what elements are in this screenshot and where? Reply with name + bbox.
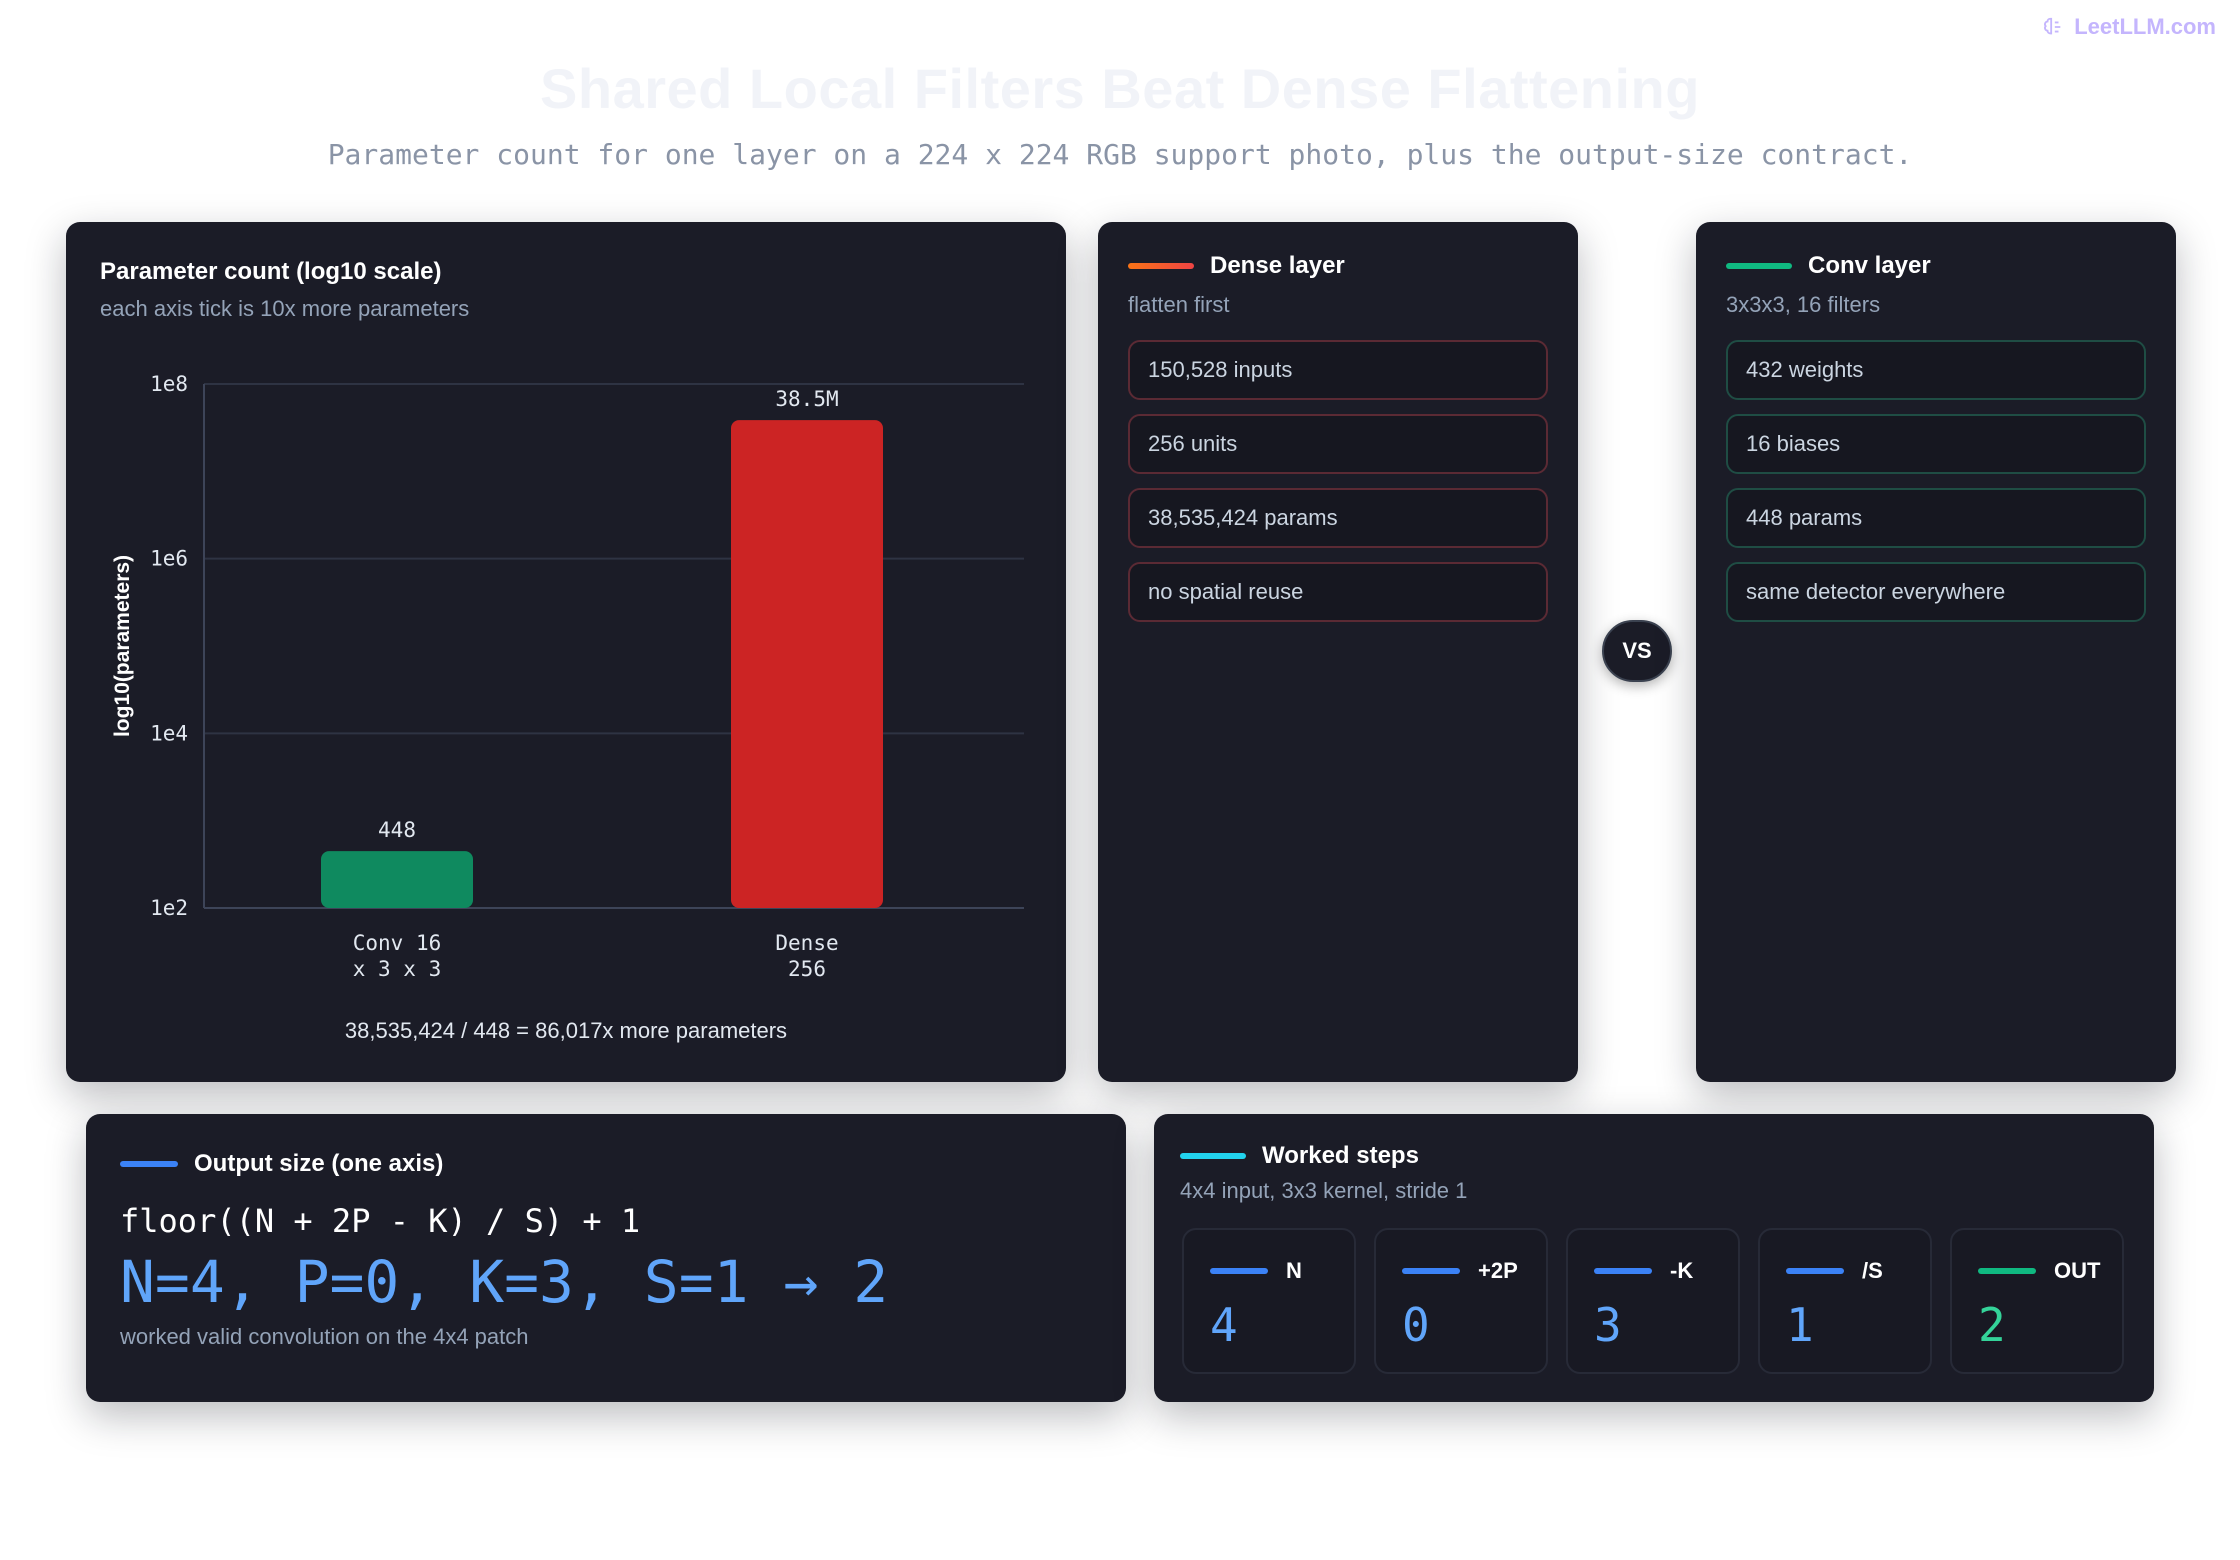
y-axis-label: log10(parameters) [111, 555, 134, 737]
dense-stat-units: 256 units [1128, 414, 1548, 474]
step-line [1978, 1268, 2036, 1274]
conv-title: Conv layer [1808, 252, 1931, 279]
steps-title: Worked steps [1262, 1142, 1419, 1169]
bar-chart: 1e2 1e4 1e6 1e8 log10(parameters) 448 Conv 16x… [111, 372, 1024, 981]
output-title: Output size (one axis) [194, 1150, 444, 1177]
conv-stat-reuse: same detector everywhere [1726, 562, 2146, 622]
step-label: +2P [1478, 1258, 1518, 1283]
step-value: 3 [1594, 1298, 1622, 1352]
step-n: N 4 [1182, 1228, 1356, 1374]
dense-layer-card: Dense layer flatten first 150,528 inputs… [1098, 222, 1578, 1082]
chart-title: Parameter count (log10 scale) [100, 258, 442, 285]
x-category-label: x 3 x 3 [353, 957, 442, 981]
conv-stat-weights: 432 weights [1726, 340, 2146, 400]
bar-conv [321, 851, 473, 908]
step-k: -K 3 [1566, 1228, 1740, 1374]
dense-accent-line [1128, 263, 1194, 269]
step-value: 2 [1978, 1298, 2006, 1352]
step-value: 4 [1210, 1298, 1238, 1352]
dense-subtitle: flatten first [1128, 292, 1230, 317]
step-out: OUT 2 [1950, 1228, 2124, 1374]
conv-accent-line [1726, 263, 1792, 269]
output-accent-line [120, 1161, 178, 1167]
y-tick-label: 1e2 [150, 896, 188, 920]
page-subtitle: Parameter count for one layer on a 224 x… [327, 138, 1913, 171]
chart-ratio-note: 38,535,424 / 448 = 86,017x more paramete… [344, 1018, 788, 1043]
step-value: 1 [1786, 1298, 1814, 1352]
output-note: worked valid convolution on the 4x4 patc… [120, 1324, 529, 1349]
step-label: N [1286, 1258, 1302, 1283]
worked-steps-card: Worked steps 4x4 input, 3x3 kernel, stri… [1154, 1114, 2154, 1402]
y-tick-label: 1e8 [150, 372, 188, 396]
step-line [1402, 1268, 1460, 1274]
bar-dense [731, 420, 883, 908]
bar-value-label: 38.5M [775, 387, 838, 411]
output-size-card: Output size (one axis) floor((N + 2P - K… [86, 1114, 1126, 1402]
step-2p: +2P 0 [1374, 1228, 1548, 1374]
step-s: /S 1 [1758, 1228, 1932, 1374]
vs-badge: VS [1602, 620, 1672, 682]
steps-accent-line [1180, 1153, 1246, 1159]
brain-icon [2044, 17, 2061, 35]
step-label: OUT [2054, 1258, 2101, 1283]
brand-name: LeetLLM.com [2074, 14, 2216, 39]
parameter-chart-card: Parameter count (log10 scale) each axis … [66, 222, 1066, 1082]
x-category-label: Conv 16 [353, 931, 442, 955]
output-result: N=4, P=0, K=3, S=1 → 2 [120, 1248, 889, 1316]
output-formula: floor((N + 2P - K) / S) + 1 [120, 1202, 641, 1240]
conv-layer-card: Conv layer 3x3x3, 16 filters 432 weights… [1696, 222, 2176, 1082]
dense-stat-params: 38,535,424 params [1128, 488, 1548, 548]
conv-stat-biases: 16 biases [1726, 414, 2146, 474]
conv-subtitle: 3x3x3, 16 filters [1726, 292, 1881, 317]
x-category-label: 256 [788, 957, 826, 981]
steps-subtitle: 4x4 input, 3x3 kernel, stride 1 [1180, 1178, 1468, 1203]
page-title: Shared Local Filters Beat Dense Flatteni… [540, 57, 1700, 120]
dense-title: Dense layer [1210, 252, 1345, 279]
y-tick-label: 1e6 [150, 547, 188, 571]
step-line [1594, 1268, 1652, 1274]
chart-subtitle: each axis tick is 10x more parameters [100, 296, 470, 321]
dense-stat-reuse: no spatial reuse [1128, 562, 1548, 622]
step-line [1210, 1268, 1268, 1274]
x-category-label: Dense [775, 931, 838, 955]
step-label: /S [1862, 1258, 1883, 1283]
bar-value-label: 448 [378, 818, 416, 842]
y-tick-label: 1e4 [150, 721, 188, 745]
step-line [1786, 1268, 1844, 1274]
brand-logo[interactable]: LeetLLM.com [2042, 14, 2216, 40]
dense-stat-inputs: 150,528 inputs [1128, 340, 1548, 400]
conv-stat-params: 448 params [1726, 488, 2146, 548]
step-value: 0 [1402, 1298, 1430, 1352]
step-label: -K [1670, 1258, 1694, 1283]
